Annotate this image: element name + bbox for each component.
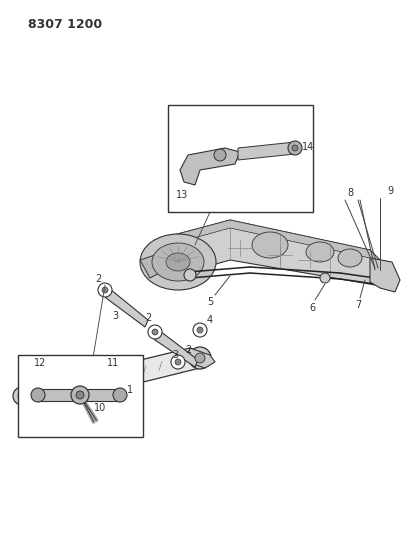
Text: 11: 11 xyxy=(107,358,119,368)
Polygon shape xyxy=(151,331,198,367)
Polygon shape xyxy=(150,220,384,285)
Circle shape xyxy=(291,145,297,151)
Polygon shape xyxy=(369,258,399,292)
Circle shape xyxy=(189,347,211,369)
Circle shape xyxy=(184,269,196,281)
Text: 6: 6 xyxy=(308,303,314,313)
Text: 2: 2 xyxy=(144,313,151,323)
Circle shape xyxy=(319,273,329,283)
Polygon shape xyxy=(38,389,120,401)
Circle shape xyxy=(195,353,204,363)
Circle shape xyxy=(171,355,184,369)
Text: 3: 3 xyxy=(112,311,118,321)
Circle shape xyxy=(98,283,112,297)
Circle shape xyxy=(193,323,207,337)
Circle shape xyxy=(113,388,127,402)
Text: 9: 9 xyxy=(386,186,392,196)
Polygon shape xyxy=(180,148,239,185)
Circle shape xyxy=(31,388,45,402)
FancyBboxPatch shape xyxy=(168,105,312,212)
Polygon shape xyxy=(237,142,299,160)
Ellipse shape xyxy=(166,253,189,271)
Text: 14: 14 xyxy=(301,142,313,152)
Text: 10: 10 xyxy=(94,403,106,413)
Text: 8307 1200: 8307 1200 xyxy=(28,18,102,31)
Text: 2: 2 xyxy=(184,345,191,355)
Text: 7: 7 xyxy=(354,300,360,310)
Circle shape xyxy=(13,387,31,405)
Circle shape xyxy=(18,392,26,400)
Text: 12: 12 xyxy=(34,358,46,368)
Circle shape xyxy=(196,327,202,333)
Ellipse shape xyxy=(152,243,204,281)
Text: 13: 13 xyxy=(175,190,188,200)
Circle shape xyxy=(71,386,89,404)
Polygon shape xyxy=(139,255,164,278)
Circle shape xyxy=(287,141,301,155)
Circle shape xyxy=(175,359,180,365)
Polygon shape xyxy=(155,220,384,265)
Ellipse shape xyxy=(252,232,287,258)
Ellipse shape xyxy=(139,234,216,290)
Circle shape xyxy=(148,325,162,339)
Polygon shape xyxy=(101,289,148,327)
Text: 2: 2 xyxy=(94,274,101,284)
Text: 1: 1 xyxy=(127,385,133,395)
Circle shape xyxy=(213,149,225,161)
Text: 8: 8 xyxy=(346,188,352,198)
Text: 3: 3 xyxy=(171,350,178,360)
Text: 4: 4 xyxy=(207,315,213,325)
Polygon shape xyxy=(18,348,209,410)
Circle shape xyxy=(102,287,108,293)
Circle shape xyxy=(152,329,157,335)
Ellipse shape xyxy=(337,249,361,267)
Ellipse shape xyxy=(305,242,333,262)
Text: 5: 5 xyxy=(207,297,213,307)
Polygon shape xyxy=(188,348,214,368)
Circle shape xyxy=(76,391,84,399)
FancyBboxPatch shape xyxy=(18,355,143,437)
